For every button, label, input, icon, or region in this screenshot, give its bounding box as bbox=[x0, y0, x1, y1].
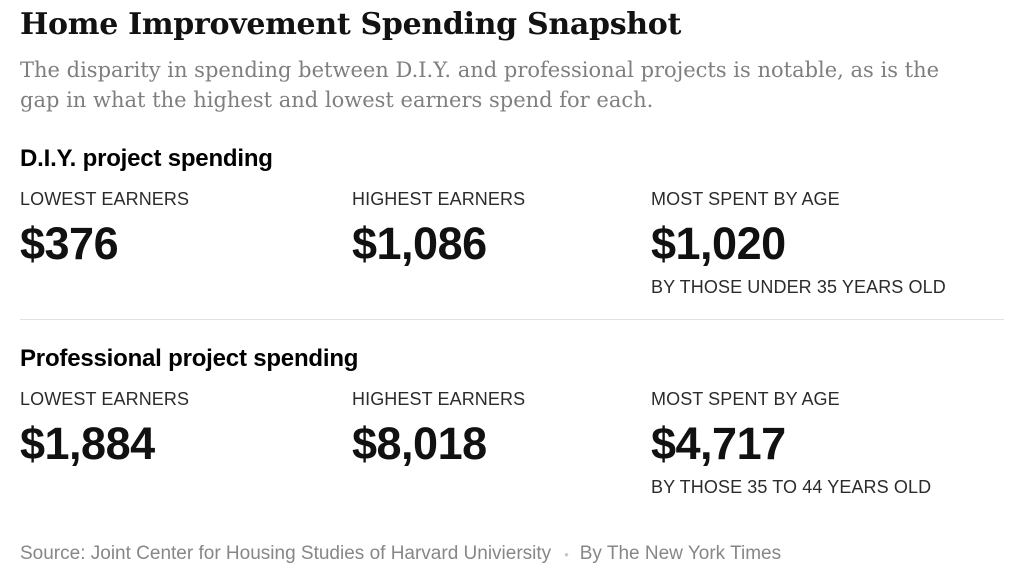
section-diy: D.I.Y. project spending LOWEST EARNERS $… bbox=[20, 145, 1004, 298]
section-professional-stats-row: LOWEST EARNERS $1,884 HIGHEST EARNERS $8… bbox=[20, 388, 1004, 498]
stat-label: LOWEST EARNERS bbox=[20, 389, 190, 410]
separator-dot-icon: • bbox=[564, 546, 569, 562]
stat-label: MOST SPENT BY AGE bbox=[651, 389, 840, 410]
stat-label: HIGHEST EARNERS bbox=[352, 389, 526, 410]
source-text: Source: Joint Center for Housing Studies… bbox=[20, 543, 552, 565]
stat-diy-highest-earners: HIGHEST EARNERS $1,086 bbox=[352, 188, 651, 266]
section-professional-title: Professional project spending bbox=[20, 345, 359, 373]
section-diy-title: D.I.Y. project spending bbox=[20, 145, 273, 173]
stat-label: MOST SPENT BY AGE bbox=[651, 189, 840, 210]
stat-caption: BY THOSE 35 TO 44 YEARS OLD bbox=[651, 477, 932, 498]
section-diy-stats-row: LOWEST EARNERS $376 HIGHEST EARNERS $1,0… bbox=[20, 188, 1004, 298]
page-title: Home Improvement Spending Snapshot bbox=[20, 7, 682, 42]
byline-text: By The New York Times bbox=[579, 543, 782, 565]
section-professional: Professional project spending LOWEST EAR… bbox=[20, 345, 1004, 498]
stat-diy-most-spent-by-age: MOST SPENT BY AGE $1,020 BY THOSE UNDER … bbox=[651, 188, 1004, 298]
stat-caption: BY THOSE UNDER 35 YEARS OLD bbox=[651, 277, 946, 298]
page-subtitle: The disparity in spending between D.I.Y.… bbox=[20, 57, 940, 112]
stat-value: $376 bbox=[20, 218, 119, 270]
stat-professional-most-spent-by-age: MOST SPENT BY AGE $4,717 BY THOSE 35 TO … bbox=[651, 388, 1004, 498]
footer: Source: Joint Center for Housing Studies… bbox=[20, 543, 1004, 565]
stat-value: $1,086 bbox=[352, 218, 487, 270]
stat-value: $1,884 bbox=[20, 418, 155, 470]
section-divider bbox=[20, 319, 1004, 321]
stat-professional-highest-earners: HIGHEST EARNERS $8,018 bbox=[352, 388, 651, 466]
stat-value: $8,018 bbox=[352, 418, 487, 470]
stat-professional-lowest-earners: LOWEST EARNERS $1,884 bbox=[20, 388, 352, 466]
stat-label: LOWEST EARNERS bbox=[20, 189, 190, 210]
stat-value: $4,717 bbox=[651, 418, 786, 470]
stat-label: HIGHEST EARNERS bbox=[352, 189, 526, 210]
stat-value: $1,020 bbox=[651, 218, 786, 270]
stat-diy-lowest-earners: LOWEST EARNERS $376 bbox=[20, 188, 352, 266]
